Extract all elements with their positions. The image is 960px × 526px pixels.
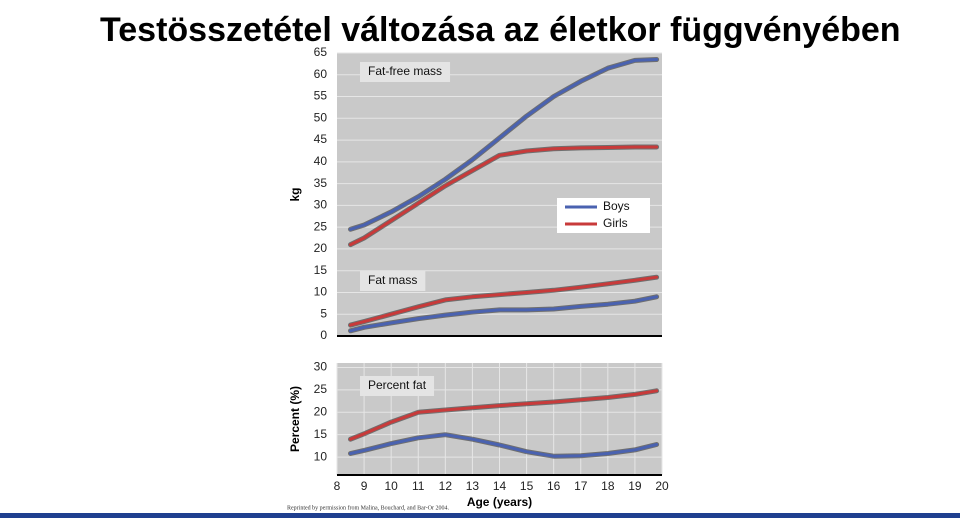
y-tick-label: 40 xyxy=(314,154,328,168)
series-line xyxy=(349,275,659,327)
y-tick-label: 25 xyxy=(314,382,328,396)
y-tick-label: 0 xyxy=(320,328,327,342)
x-tick-label: 18 xyxy=(601,479,615,493)
y-tick-label: 45 xyxy=(314,132,328,146)
y-tick-label: 15 xyxy=(314,427,328,441)
source-credit: Reprinted by permission from Malina, Bou… xyxy=(287,504,450,511)
annotation: Percent fat xyxy=(368,378,427,392)
slide-title: Testösszetétel változása az életkor függ… xyxy=(100,11,901,49)
y-tick-label: 10 xyxy=(314,449,328,463)
annotation-box xyxy=(360,271,426,291)
legend-box xyxy=(557,198,650,233)
legend-label: Boys xyxy=(603,199,630,213)
footer-bar xyxy=(0,513,960,518)
y-tick-label: 20 xyxy=(314,404,328,418)
y-tick-label: 25 xyxy=(314,219,328,233)
y-tick-label: 35 xyxy=(314,176,328,190)
series-line xyxy=(349,433,659,458)
x-axis-label: Age (years) xyxy=(467,495,532,509)
x-tick-label: 12 xyxy=(439,479,453,493)
y-axis-label: Percent (%) xyxy=(288,386,302,452)
y-tick-label: 10 xyxy=(314,285,328,299)
annotation-box xyxy=(360,62,451,82)
series-line xyxy=(349,295,659,333)
x-tick-label: 8 xyxy=(334,479,341,493)
x-tick-label: 13 xyxy=(466,479,480,493)
y-tick-label: 65 xyxy=(314,45,328,59)
series-line xyxy=(349,389,659,441)
x-tick-label: 11 xyxy=(412,479,425,493)
x-tick-label: 17 xyxy=(574,479,588,493)
series-line xyxy=(349,58,659,231)
series-line xyxy=(349,145,659,247)
x-tick-label: 14 xyxy=(493,479,507,493)
y-tick-label: 60 xyxy=(314,67,328,81)
x-tick-label: 10 xyxy=(384,479,398,493)
annotation-box xyxy=(360,376,435,396)
y-axis-label: kg xyxy=(288,187,302,201)
y-tick-label: 30 xyxy=(314,360,328,374)
annotation: Fat-free mass xyxy=(368,64,442,78)
y-tick-label: 30 xyxy=(314,198,328,212)
x-tick-label: 16 xyxy=(547,479,561,493)
x-tick-label: 20 xyxy=(655,479,669,493)
y-tick-label: 15 xyxy=(314,263,328,277)
legend-label: Girls xyxy=(603,216,628,230)
x-tick-label: 15 xyxy=(520,479,534,493)
y-tick-label: 50 xyxy=(314,110,328,124)
x-tick-label: 19 xyxy=(628,479,642,493)
y-tick-label: 55 xyxy=(314,89,328,103)
annotation: Fat mass xyxy=(368,273,417,287)
x-tick-label: 9 xyxy=(361,479,368,493)
y-tick-label: 5 xyxy=(320,306,327,320)
y-tick-label: 20 xyxy=(314,241,328,255)
